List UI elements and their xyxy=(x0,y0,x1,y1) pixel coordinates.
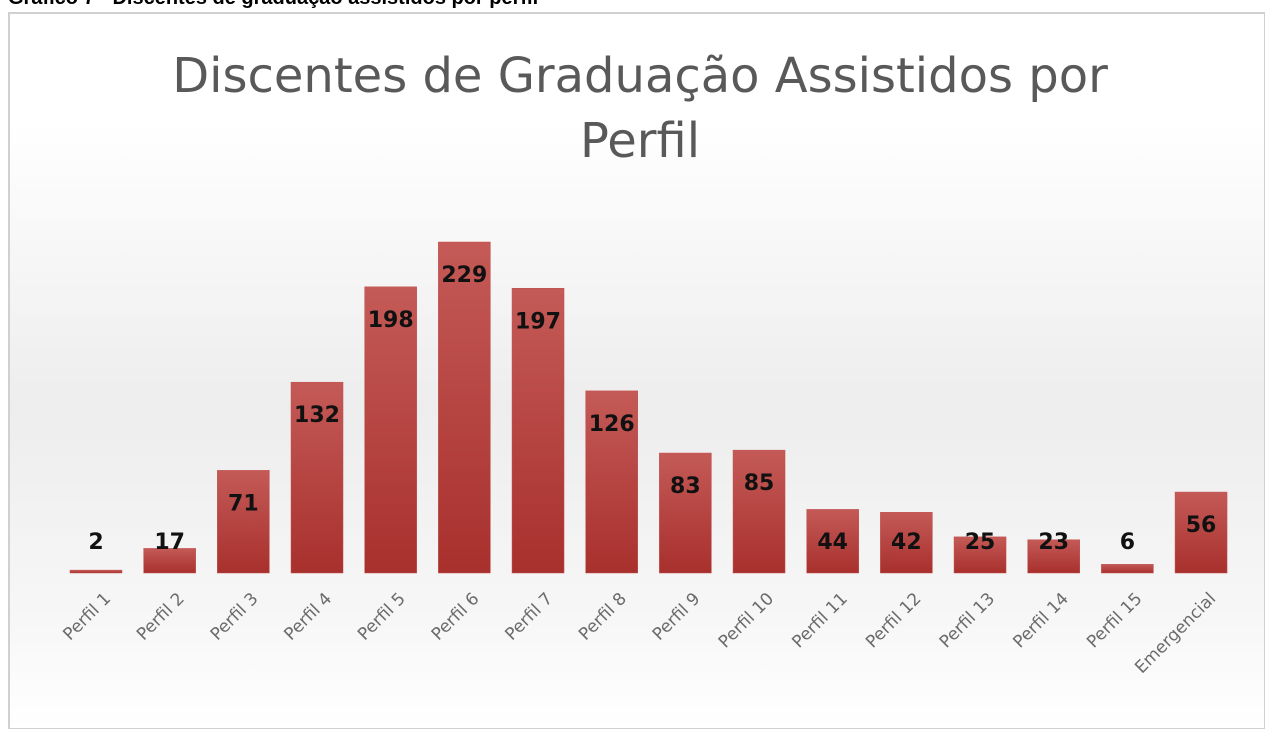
data-label: 6 xyxy=(1120,530,1135,555)
bar xyxy=(1174,491,1228,574)
data-label: 229 xyxy=(441,263,487,288)
bar xyxy=(1027,539,1080,574)
data-label: 71 xyxy=(228,491,259,516)
bar xyxy=(511,288,565,574)
data-label: 126 xyxy=(589,412,635,437)
bar xyxy=(143,548,196,574)
bar xyxy=(1101,564,1154,574)
bar xyxy=(69,569,123,574)
bar xyxy=(880,512,933,574)
data-label: 85 xyxy=(744,471,775,496)
chart-title: Discentes de Graduação Assistidos por xyxy=(172,48,1108,104)
bar xyxy=(585,390,638,574)
bar xyxy=(732,449,786,574)
bar xyxy=(438,241,491,574)
bar xyxy=(290,381,344,574)
data-label: 42 xyxy=(891,530,922,555)
caption: Gráfico 7 - Discentes de graduação assis… xyxy=(8,0,538,9)
bar xyxy=(217,470,270,574)
data-label: 2 xyxy=(88,530,103,555)
bar xyxy=(659,452,712,574)
data-label: 198 xyxy=(368,308,414,333)
bar xyxy=(953,536,1007,574)
data-label: 44 xyxy=(817,530,848,555)
data-label: 17 xyxy=(154,530,185,555)
bar xyxy=(364,286,417,574)
data-label: 132 xyxy=(294,403,340,428)
data-label: 197 xyxy=(515,309,561,334)
bar xyxy=(806,509,859,574)
chart-title: Perfil xyxy=(580,113,700,169)
data-label: 56 xyxy=(1186,513,1217,538)
data-label: 23 xyxy=(1038,530,1069,555)
chart-area xyxy=(8,12,1265,729)
data-label: 25 xyxy=(965,530,996,555)
data-label: 83 xyxy=(670,474,701,499)
